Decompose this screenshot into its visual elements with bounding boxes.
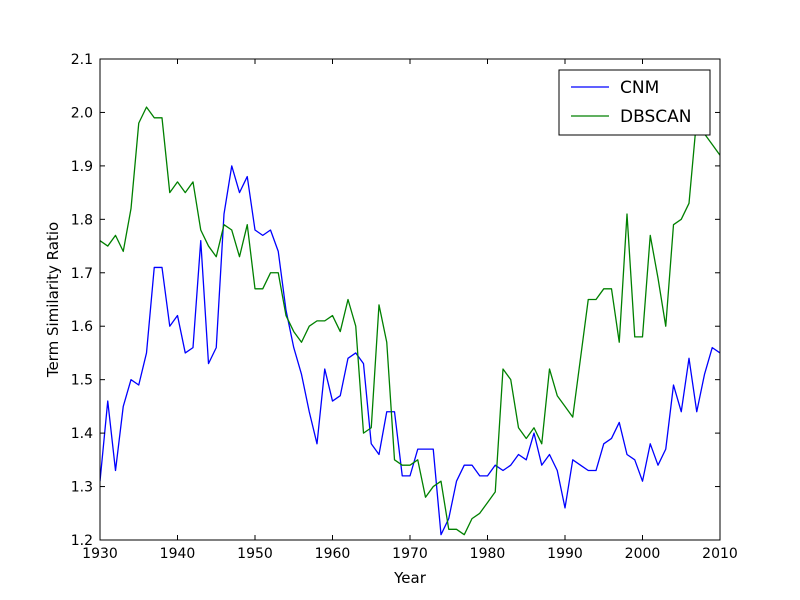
x-tick-label: 1940 <box>160 546 196 562</box>
legend-box <box>558 69 711 136</box>
y-tick-label: 1.2 <box>71 533 93 549</box>
x-tick-label: 1970 <box>392 546 428 562</box>
y-tick-label: 1.8 <box>71 212 93 228</box>
legend: CNM DBSCAN <box>558 69 711 136</box>
x-axis-label: Year <box>393 569 427 587</box>
plot-area <box>99 58 721 541</box>
axes-background <box>100 59 720 540</box>
y-tick-label: 1.6 <box>71 319 93 335</box>
x-tick-label: 1950 <box>237 546 273 562</box>
x-tick-label: 2010 <box>702 546 738 562</box>
x-tick-label: 1990 <box>547 546 583 562</box>
series-layer <box>100 106 720 536</box>
x-tick-label: 1930 <box>82 546 118 562</box>
y-tick-labels: 1.2 1.3 1.4 1.5 1.6 1.7 1.8 1.9 2.0 2.1 <box>71 52 93 549</box>
y-tick-label: 1.9 <box>71 159 93 175</box>
x-tick-label: 1980 <box>470 546 506 562</box>
y-tick-label: 1.3 <box>71 480 93 496</box>
x-tick-labels: 1930 1940 1950 1960 1970 1980 1990 2000 2010 <box>82 546 738 562</box>
x-tick-label: 2000 <box>625 546 661 562</box>
series-line-cnm <box>100 165 720 536</box>
y-tick-label: 1.7 <box>71 266 93 282</box>
y-tick-label: 2.0 <box>71 105 93 121</box>
legend-label-cnm: CNM <box>620 78 659 98</box>
y-tick-label: 1.4 <box>71 426 93 442</box>
y-tick-label: 2.1 <box>71 52 93 68</box>
x-tick-label: 1960 <box>315 546 351 562</box>
legend-label-dbscan: DBSCAN <box>620 107 691 127</box>
series-line-dbscan <box>100 106 720 536</box>
axes-border <box>99 58 721 541</box>
y-axis-label: Term Similarity Ratio <box>44 222 62 378</box>
y-tick-label: 1.5 <box>71 373 93 389</box>
